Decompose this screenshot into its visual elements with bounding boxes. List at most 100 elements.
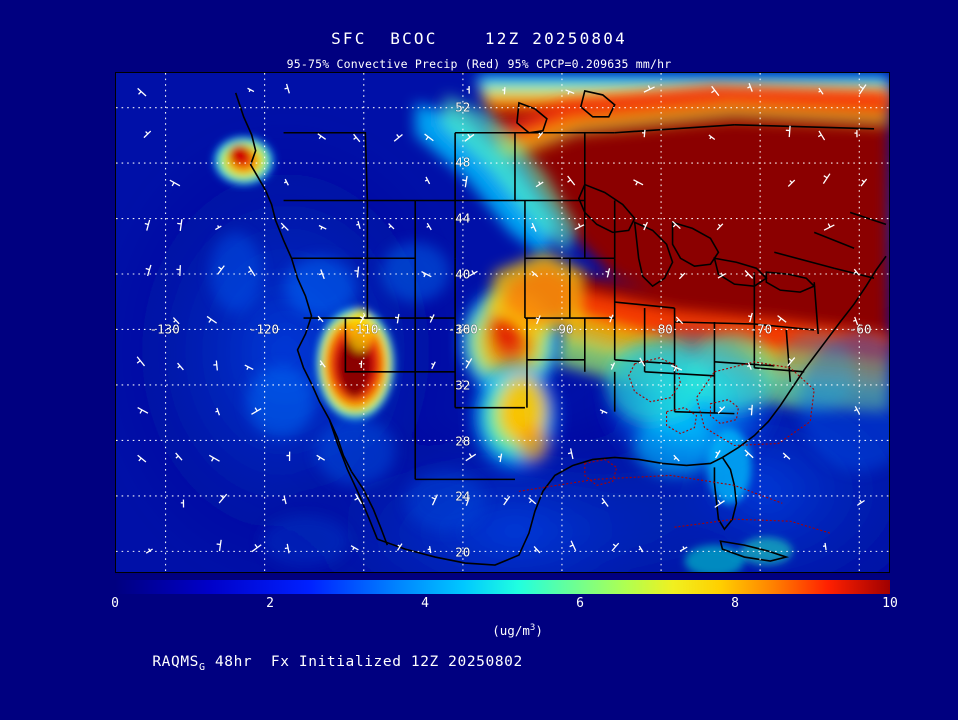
wind-barb <box>421 271 432 278</box>
wind-barb <box>394 313 400 324</box>
wind-barb <box>818 87 824 95</box>
chart-title: SFC BCOC 12Z 20250804 <box>331 29 627 48</box>
wind-barb <box>319 360 326 368</box>
wind-barb <box>281 495 287 505</box>
wind-barb <box>747 362 752 370</box>
wind-barb <box>427 545 432 554</box>
colorbar-units-text: (ug/m <box>492 623 530 639</box>
wind-barb <box>424 133 434 142</box>
wind-barb <box>317 133 327 140</box>
wind-barb <box>431 361 436 370</box>
wind-barb <box>605 268 611 278</box>
wind-barb <box>822 173 831 185</box>
wind-barb <box>218 493 228 504</box>
wind-barb <box>316 454 325 461</box>
wind-barb-overlay <box>136 83 868 554</box>
wind-barb <box>854 130 858 138</box>
colorbar[interactable]: 0 2 4 6 8 10 <box>111 580 898 611</box>
wind-barb <box>431 494 438 506</box>
wind-barb <box>530 222 537 232</box>
wind-barb <box>599 409 608 414</box>
wind-barb <box>670 364 683 372</box>
wind-barb <box>537 131 544 139</box>
wind-barb <box>176 265 181 276</box>
wind-barb <box>535 181 544 188</box>
wind-barb <box>137 87 147 97</box>
wind-barb <box>858 84 867 95</box>
wind-barb <box>280 222 289 231</box>
wind-barb <box>353 133 361 143</box>
wind-barb <box>388 223 395 230</box>
wind-barb <box>641 129 646 138</box>
wind-barb <box>175 452 183 461</box>
model-subscript: G <box>198 661 206 673</box>
wind-barb <box>785 125 791 138</box>
wind-barb <box>673 454 680 462</box>
wind-barb <box>393 133 403 142</box>
wind-barb <box>823 223 835 231</box>
wind-barb <box>787 179 796 187</box>
wind-barb <box>601 497 609 507</box>
wind-barb <box>215 225 222 231</box>
wind-barb <box>356 220 361 229</box>
wind-barb <box>284 83 290 94</box>
wind-barb <box>856 499 865 506</box>
wind-barb <box>177 219 183 231</box>
wind-barb <box>748 312 753 323</box>
wind-barb <box>567 448 574 460</box>
wind-barb <box>569 540 577 552</box>
wind-barb <box>251 544 262 553</box>
wind-barb <box>206 315 218 324</box>
wind-barb <box>283 178 289 186</box>
colorbar-gradient <box>115 580 890 594</box>
wind-barb <box>137 454 147 463</box>
wind-barb <box>215 407 221 416</box>
wind-barb <box>744 270 754 279</box>
wind-barb <box>286 451 291 462</box>
wind-barb <box>318 224 327 230</box>
colorbar-units-close: ) <box>535 623 543 639</box>
wind-barb <box>465 453 477 462</box>
wind-barb <box>180 499 185 508</box>
colorbar-units-exponent: 3 <box>529 623 536 633</box>
wind-barb <box>611 542 620 552</box>
colorbar-tick-label: 2 <box>266 596 274 611</box>
wind-barb <box>787 357 796 367</box>
wind-barb <box>317 315 324 323</box>
wind-barb <box>672 220 681 230</box>
wind-barb <box>531 270 539 278</box>
wind-barb <box>567 175 576 186</box>
wind-barb <box>565 89 575 95</box>
wind-barb <box>144 219 151 231</box>
wind-barb <box>468 270 478 278</box>
wind-barb <box>350 545 359 551</box>
wind-barb <box>216 539 222 552</box>
wind-barb <box>284 543 290 554</box>
wind-barb <box>817 130 826 141</box>
wind-barb <box>396 543 403 551</box>
colorbar-tick-label: 10 <box>882 596 898 611</box>
colorbar-units-label: (ug/m3) <box>115 608 890 653</box>
chart-subtitle: 95-75% Convective Precip (Red) 95% CPCP=… <box>286 57 672 71</box>
wind-barb <box>747 83 753 92</box>
wind-barb <box>358 360 363 369</box>
wind-barb <box>462 175 468 188</box>
wind-barb <box>610 362 616 370</box>
wind-barb <box>244 364 254 371</box>
wind-barb <box>638 357 646 367</box>
wind-barb <box>426 222 432 231</box>
wind-barb <box>777 315 787 323</box>
wind-barb <box>145 264 152 277</box>
wind-barb <box>574 223 585 230</box>
wind-barb <box>535 315 541 325</box>
colorbar-tick-label: 4 <box>421 596 429 611</box>
footer-detail: 48hr Fx Initialized 12Z 20250802 <box>205 654 523 670</box>
wind-barb <box>608 314 614 323</box>
wind-barb <box>464 133 475 142</box>
map-panel[interactable] <box>115 72 890 573</box>
wind-barb <box>247 266 256 277</box>
colorbar-tick-label: 8 <box>731 596 739 611</box>
wind-barb <box>852 316 859 326</box>
wind-barb <box>679 546 688 552</box>
